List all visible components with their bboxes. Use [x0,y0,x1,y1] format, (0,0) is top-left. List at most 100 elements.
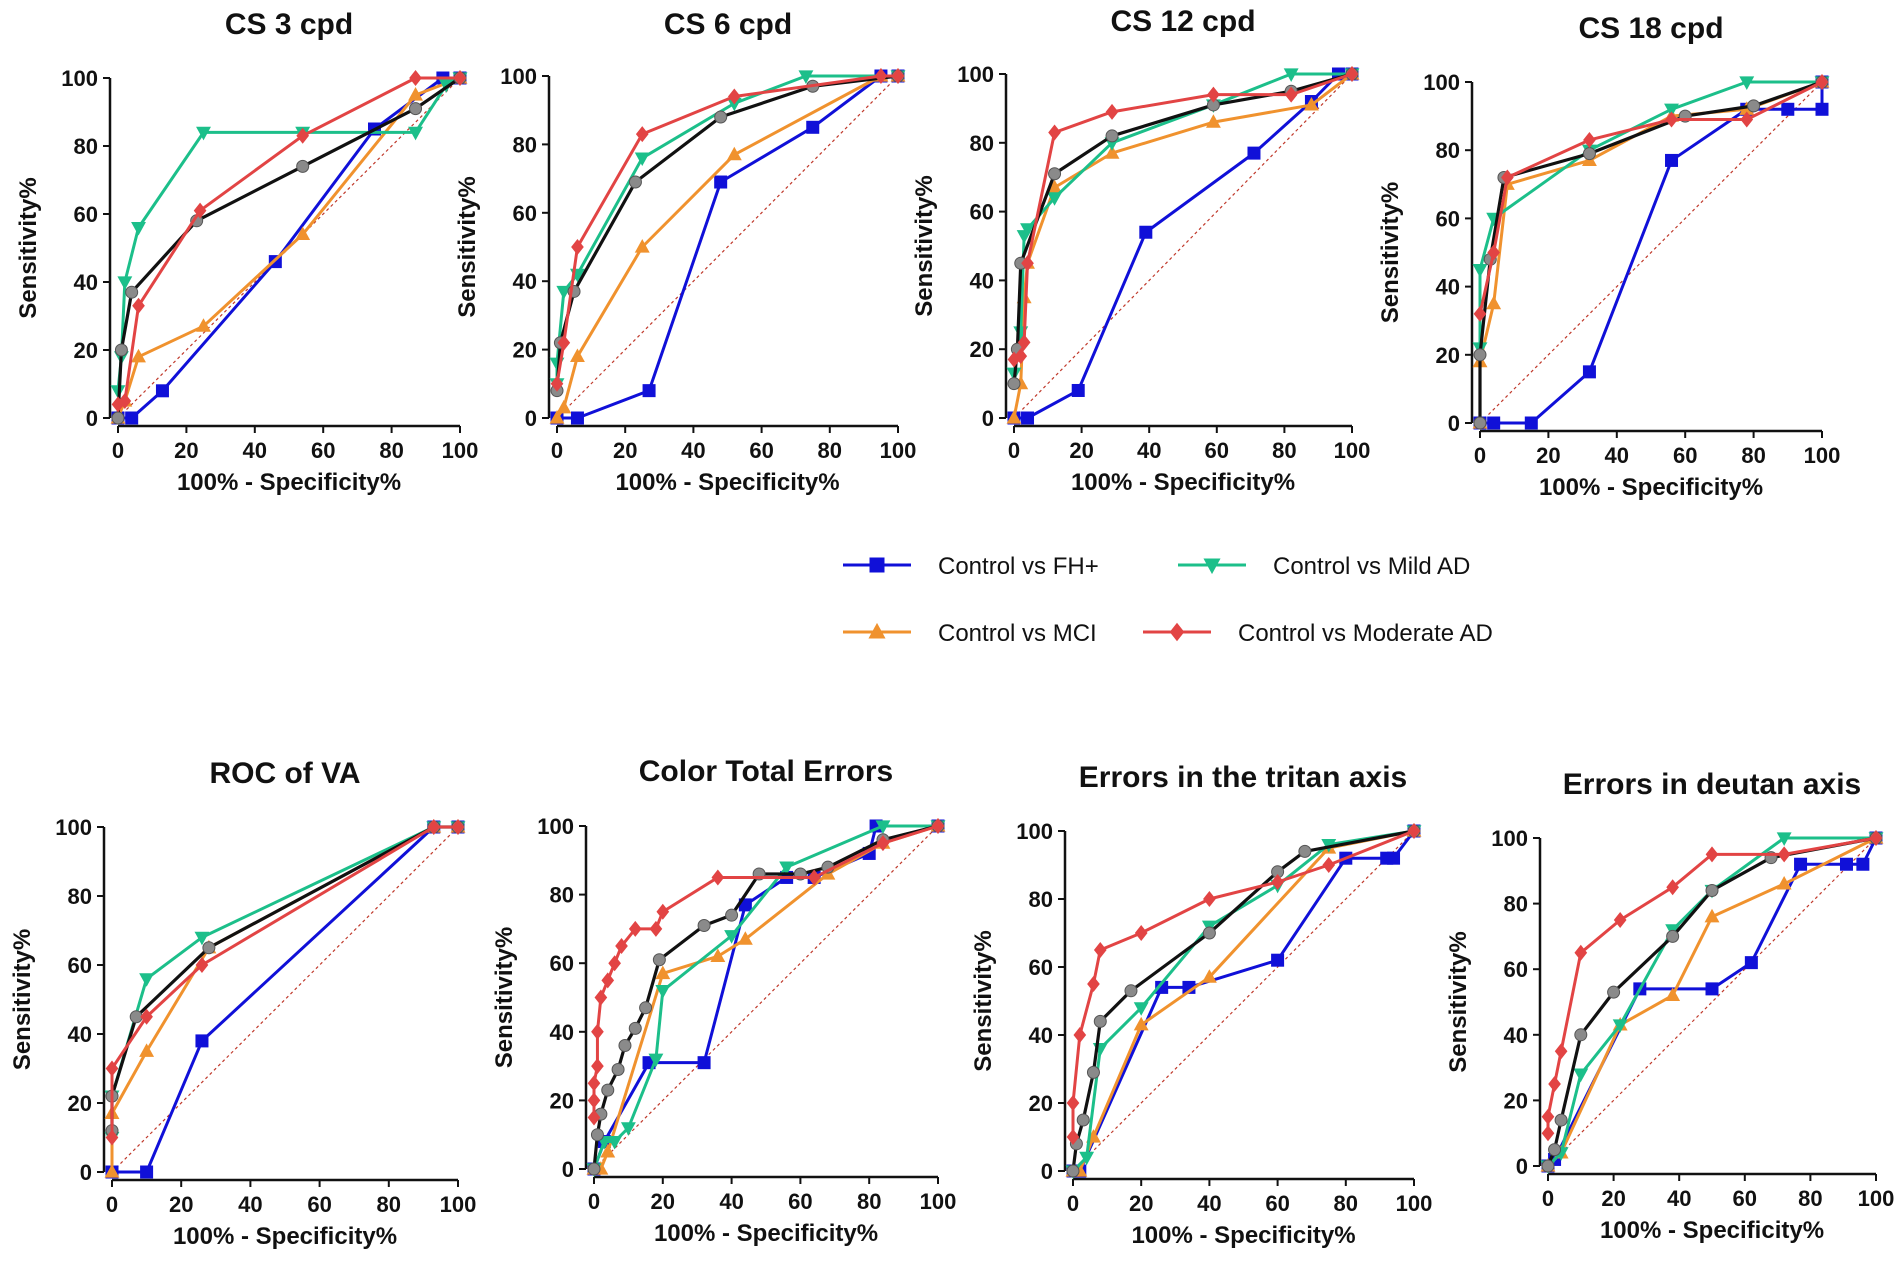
point-mod [608,955,621,972]
y-tick-label: 40 [74,270,98,295]
point-overall [1705,883,1719,897]
point-mod [1093,941,1107,959]
point-mci [1201,969,1217,983]
y-tick-label: 0 [1448,411,1460,436]
point-mci [570,348,585,363]
series-line-mod [1546,836,1877,1134]
point-mild [1283,68,1299,82]
point-mod [615,938,628,955]
y-tick-label: 80 [1029,887,1053,912]
point-mci [634,239,650,253]
point-mod [557,334,571,351]
point-mci [710,948,726,962]
point-mod [1777,846,1791,863]
point-overall [1076,1113,1090,1127]
point-mci [1665,987,1681,1002]
legend: Control vs FH+ Control vs Mild AD Control … [843,553,1493,647]
point-overall [1548,1143,1562,1157]
x-tick-label: 20 [651,1189,675,1214]
point-mod [1554,1043,1568,1060]
point-mod [1322,856,1336,874]
point-mild [607,1135,623,1150]
point-mod [1134,924,1148,942]
chart-panel: CS 6 cpd 0 20 40 60 80 100 0 20 40 60 80 100 100% - S… [454,8,916,496]
legend-item-mod: Control vs Moderate AD [1143,620,1493,647]
x-axis-label: 100% - Specificity% [173,1223,397,1250]
point-mod [1066,1128,1080,1146]
point-mod [132,297,145,314]
point-mild [798,70,814,84]
point-mod [1021,255,1034,272]
x-tick-label: 20 [1069,438,1093,463]
y-tick-label: 60 [550,951,574,976]
point-mod [1574,944,1588,961]
point-fh [570,411,584,425]
y-tick-label: 20 [970,337,994,362]
point-overall [114,343,128,357]
point-mild [875,820,891,834]
x-tick-label: 100 [920,1189,957,1214]
y-axis-label: Sensitivity% [9,929,36,1070]
point-overall [1747,99,1761,113]
series-line-mod [110,825,458,1138]
point-overall [590,1128,604,1142]
point-mod [628,920,642,937]
y-tick-label: 20 [1504,1088,1528,1113]
point-mod [1345,65,1359,83]
y-tick-label: 20 [74,338,98,363]
point-mild [724,930,740,944]
point-mod [195,956,209,974]
x-tick-label: 100 [1858,1186,1895,1211]
x-tick-label: 80 [1272,438,1296,463]
point-fh [642,384,656,398]
point-mod [1666,879,1679,896]
x-axis-label: 100% - Specificity% [177,469,401,496]
point-mci [1133,1016,1149,1031]
point-mod [635,126,649,143]
point-fh [1139,225,1153,239]
x-tick-label: 80 [377,1192,401,1217]
point-mod [1613,911,1627,929]
y-tick-label: 80 [1504,892,1528,917]
point-mild [779,861,795,876]
point-mod [591,1023,604,1040]
y-tick-label: 60 [68,953,92,978]
point-mild [1776,832,1792,846]
point-overall [1473,416,1487,430]
point-overall [1086,1065,1100,1079]
point-mci [1303,97,1319,111]
x-tick-label: 60 [1205,438,1229,463]
x-tick-label: 40 [238,1192,262,1217]
series-line-mild [1546,836,1876,1168]
chart-panel: CS 3 cpd 0 20 40 60 80 100 0 20 40 60 80 100 100% - S… [15,8,478,496]
y-tick-label: 100 [1016,819,1053,844]
point-overall [587,1162,601,1176]
x-tick-label: 20 [1601,1186,1625,1211]
point-mod [1869,829,1883,847]
x-tick-label: 40 [243,438,267,463]
x-tick-label: 40 [681,438,705,463]
point-overall [1666,929,1680,943]
legend-item-fh: Control vs FH+ [843,553,1099,580]
chart-panel: Errors in deutan axis 0 20 40 60 80 100 0 20 40 60… [1445,768,1894,1244]
point-mild [556,285,572,300]
point-fh [1781,102,1795,116]
point-fh [1744,956,1758,970]
point-mci [549,410,565,424]
y-tick-label: 60 [1504,957,1528,982]
x-tick-label: 60 [1733,1186,1757,1211]
point-fh [1582,365,1596,379]
x-tick-label: 40 [1137,438,1161,463]
point-mod [1548,1075,1561,1093]
x-tick-label: 20 [1536,443,1560,468]
reference-diagonal [1072,830,1415,1172]
x-axis-label: 100% - Specificity% [654,1220,878,1247]
y-tick-label: 100 [537,814,574,839]
point-mci [1776,875,1792,890]
point-mod [1541,1108,1555,1125]
chart-title: CS 12 cpd [1110,5,1255,38]
point-mild [655,985,671,999]
x-tick-label: 80 [1334,1191,1358,1216]
legend-marker-triangle-down [1203,558,1221,575]
point-mod [1541,1125,1555,1142]
